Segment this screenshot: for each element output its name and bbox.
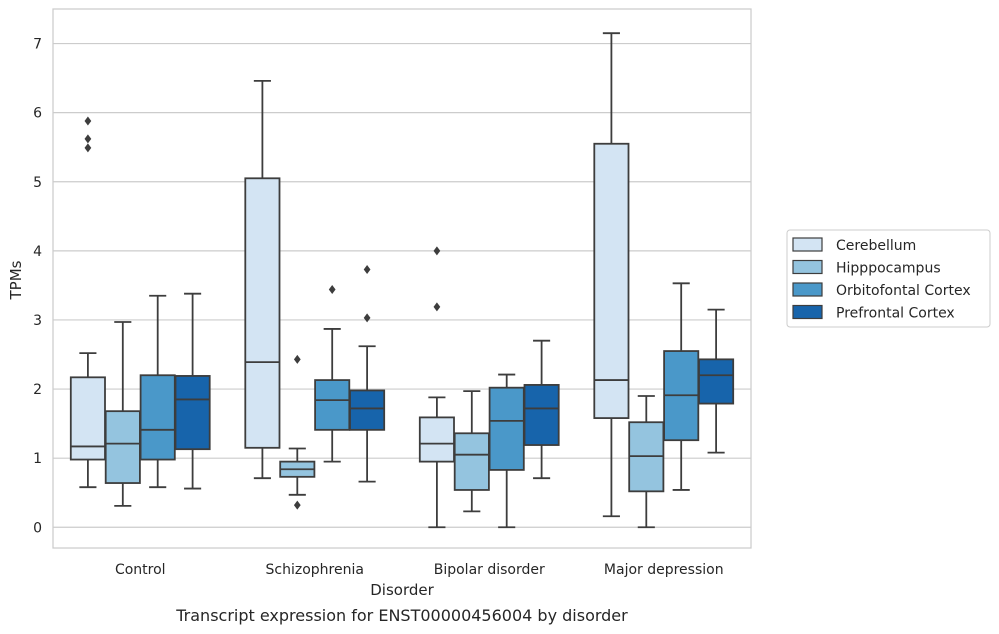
box-1-3 [349, 265, 386, 483]
y-axis-label: TPMs [7, 260, 25, 300]
box-2-1 [453, 390, 490, 513]
outlier-point [84, 143, 92, 153]
outlier-point [433, 246, 441, 256]
y-tick-labels: 0 1 2 3 4 5 6 7 [33, 37, 42, 537]
y-tick-label: 2 [33, 382, 42, 398]
box-body [523, 384, 560, 446]
box-3-3 [698, 308, 735, 454]
x-axis-label: Disorder [370, 581, 434, 599]
x-tick-label: Major depression [604, 562, 724, 578]
outlier-point [84, 134, 92, 144]
box-0-1 [104, 321, 141, 507]
box-body [244, 177, 281, 449]
box-0-3 [174, 292, 211, 490]
y-tick-label: 5 [33, 175, 42, 191]
x-tick-label: Schizophrenia [266, 562, 364, 578]
legend-label: Cerebellum [836, 238, 916, 254]
box-0-2 [139, 294, 176, 489]
box-2-2 [488, 373, 525, 529]
y-tick-label: 0 [33, 520, 42, 536]
box-1-0 [244, 79, 281, 480]
box-3-2 [663, 282, 700, 491]
box-1-1 [279, 354, 316, 510]
box-body [593, 142, 630, 419]
y-tick-label: 7 [33, 37, 42, 53]
x-tick-label: Control [115, 562, 166, 578]
legend-swatch [792, 304, 823, 320]
y-tick-label: 3 [33, 313, 42, 329]
outlier-point [84, 116, 92, 126]
box-body [104, 410, 141, 484]
y-tick-label: 1 [33, 451, 42, 467]
legend-label: Prefrontal Cortex [836, 306, 955, 322]
figure-caption: Transcript expression for ENST0000045600… [176, 606, 628, 625]
x-tick-labels: Control Schizophrenia Bipolar disorder Majo… [115, 562, 724, 578]
box-2-3 [523, 339, 560, 480]
outlier-point [363, 265, 371, 275]
legend-swatch [792, 259, 823, 275]
outlier-point [433, 302, 441, 312]
box-0-0 [69, 116, 106, 489]
box-3-0 [593, 32, 630, 518]
box-body [698, 358, 735, 405]
outlier-point [293, 500, 301, 510]
y-tick-label: 6 [33, 106, 42, 122]
box-body [314, 379, 351, 431]
box-body [139, 374, 176, 461]
box-1-2 [314, 285, 351, 463]
box-layer [69, 32, 735, 529]
plot-frame [52, 8, 752, 549]
x-tick-label: Bipolar disorder [434, 562, 545, 578]
y-tick-label: 4 [33, 244, 42, 260]
box-body [488, 386, 525, 471]
box-2-0 [418, 246, 455, 529]
box-body [453, 432, 490, 491]
box-body [418, 416, 455, 463]
legend-label: Hipppocampus [836, 261, 941, 277]
box-3-1 [628, 395, 665, 529]
outlier-point [293, 354, 301, 364]
legend-frame [786, 229, 991, 328]
legend-swatch [792, 237, 823, 252]
legend: Cerebellum Hipppocampus Orbitofontal Corte… [786, 229, 991, 328]
legend-swatch [792, 282, 823, 297]
box-body [174, 375, 211, 451]
outlier-point [363, 313, 371, 323]
box-body [349, 389, 386, 431]
legend-label: Orbitofontal Cortex [836, 283, 971, 299]
outlier-point [328, 285, 336, 295]
